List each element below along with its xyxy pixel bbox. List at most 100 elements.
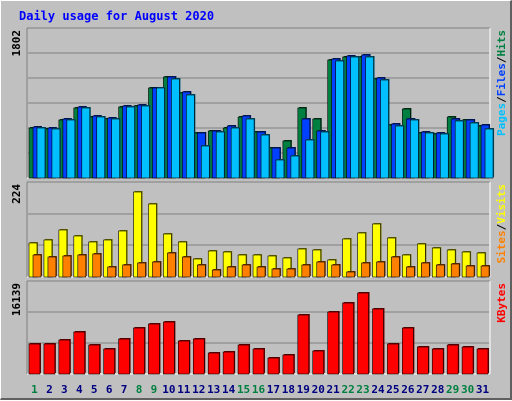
- panel-bottom-legend: KBytes: [495, 283, 508, 323]
- bar-kbytes-day-7: [118, 338, 130, 375]
- bar-pages-day-18: [290, 155, 300, 179]
- x-tick-label-day-15: 15: [237, 383, 250, 396]
- bar-sites-day-21: [331, 264, 341, 278]
- bar-sites-day-29: [450, 263, 460, 278]
- x-tick-label-day-5: 5: [91, 383, 98, 396]
- x-tick-label-day-16: 16: [252, 383, 266, 396]
- bar-kbytes-day-19: [297, 314, 310, 375]
- bar-kbytes-day-8: [133, 327, 145, 375]
- bar-sites-day-3: [62, 255, 72, 278]
- x-tick-label-day-8: 8: [136, 383, 143, 396]
- x-tick-label-day-30: 30: [461, 383, 474, 396]
- bar-pages-day-9: [156, 87, 165, 179]
- bar-pages-day-10: [171, 78, 180, 179]
- bar-sites-day-22: [346, 271, 355, 278]
- bar-pages-day-8: [141, 105, 150, 179]
- bar-pages-day-11: [186, 94, 195, 179]
- x-tick-label-day-12: 12: [192, 383, 205, 396]
- x-tick-label-day-23: 23: [356, 383, 369, 396]
- bar-sites-day-17: [271, 268, 281, 278]
- x-tick-label-day-17: 17: [267, 383, 280, 396]
- bar-sites-day-11: [182, 256, 191, 278]
- bar-kbytes-day-11: [178, 340, 190, 375]
- bar-pages-day-26: [410, 119, 419, 179]
- x-tick-label-day-25: 25: [386, 383, 399, 396]
- bar-sites-day-20: [316, 261, 326, 278]
- x-tick-label-day-4: 4: [76, 383, 83, 396]
- bar-kbytes-day-2: [43, 343, 56, 375]
- bar-kbytes-day-18: [282, 354, 295, 375]
- bar-pages-day-29: [454, 120, 464, 179]
- x-tick-label-day-22: 22: [341, 383, 354, 396]
- x-tick-label-day-31: 31: [476, 383, 490, 396]
- chart-title: Daily usage for August 2020: [19, 9, 214, 23]
- panel-top-legend: Pages/Files/Hits: [495, 30, 508, 136]
- bar-pages-day-4: [81, 107, 91, 179]
- bar-sites-day-6: [107, 266, 116, 278]
- x-tick-label-day-10: 10: [162, 383, 175, 396]
- bar-sites-day-30: [465, 265, 475, 278]
- bar-pages-day-22: [350, 56, 359, 179]
- bar-kbytes-day-17: [267, 357, 280, 375]
- bar-pages-day-25: [395, 125, 404, 179]
- x-tick-label-day-21: 21: [327, 383, 341, 396]
- bar-sites-day-31: [480, 265, 490, 278]
- bar-sites-day-14: [226, 266, 236, 278]
- bar-pages-day-1: [36, 127, 46, 179]
- x-tick-label-day-6: 6: [106, 383, 113, 396]
- bar-sites-day-27: [421, 262, 430, 278]
- bar-sites-day-7: [122, 264, 131, 278]
- bar-kbytes-day-4: [73, 331, 86, 375]
- bar-sites-day-23: [361, 262, 370, 278]
- bar-kbytes-day-20: [312, 350, 325, 375]
- bar-pages-day-16: [260, 134, 270, 179]
- x-tick-label-day-1: 1: [31, 383, 38, 396]
- bar-kbytes-day-29: [446, 344, 459, 375]
- legend-kbytes: KBytes: [495, 283, 508, 323]
- bar-kbytes-day-26: [402, 327, 414, 375]
- x-tick-label-day-19: 19: [297, 383, 310, 396]
- bar-sites-day-24: [376, 261, 385, 278]
- bar-kbytes-day-27: [416, 346, 429, 375]
- bar-sites-day-16: [256, 266, 266, 278]
- bar-pages-day-23: [365, 56, 374, 179]
- x-tick-label-day-14: 14: [222, 383, 236, 396]
- bar-kbytes-day-21: [327, 311, 339, 375]
- bar-pages-day-12: [200, 145, 210, 179]
- bar-pages-day-30: [469, 122, 479, 179]
- x-tick-label-day-20: 20: [312, 383, 325, 396]
- bar-kbytes-day-25: [387, 343, 399, 375]
- bar-pages-day-24: [380, 79, 389, 179]
- bar-pages-day-5: [96, 116, 106, 179]
- bar-sites-day-5: [92, 253, 102, 278]
- bar-sites-day-19: [301, 264, 311, 278]
- panel-bottom-max-label: 16139: [10, 283, 23, 316]
- bar-sites-day-15: [241, 264, 251, 278]
- legend-visits: Visits: [495, 184, 508, 224]
- bar-sites-day-18: [286, 268, 296, 278]
- bar-kbytes-day-24: [372, 308, 384, 375]
- bar-pages-day-2: [51, 128, 61, 179]
- panel-middle: 224 Sites/Visits: [10, 181, 508, 278]
- panel-middle-legend: Sites/Visits: [495, 184, 508, 264]
- x-tick-label-day-29: 29: [446, 383, 459, 396]
- bar-sites-day-13: [211, 269, 221, 278]
- panel-middle-max-label: 224: [10, 184, 23, 204]
- bar-sites-day-1: [32, 254, 42, 278]
- bar-sites-day-25: [391, 256, 400, 278]
- bar-sites-day-2: [47, 256, 57, 278]
- legend-pages: Pages: [495, 103, 508, 136]
- bar-pages-day-21: [335, 60, 345, 179]
- bar-sites-day-12: [196, 264, 206, 278]
- panel-bottom: 16139 KBytes: [10, 280, 508, 375]
- x-tick-label-day-18: 18: [282, 383, 295, 396]
- bar-kbytes-day-28: [431, 348, 444, 375]
- bar-kbytes-day-14: [222, 351, 235, 375]
- bar-kbytes-day-5: [88, 344, 101, 375]
- legend-hits: Hits: [495, 30, 508, 57]
- bar-pages-day-28: [439, 133, 449, 179]
- bar-pages-day-3: [66, 119, 76, 179]
